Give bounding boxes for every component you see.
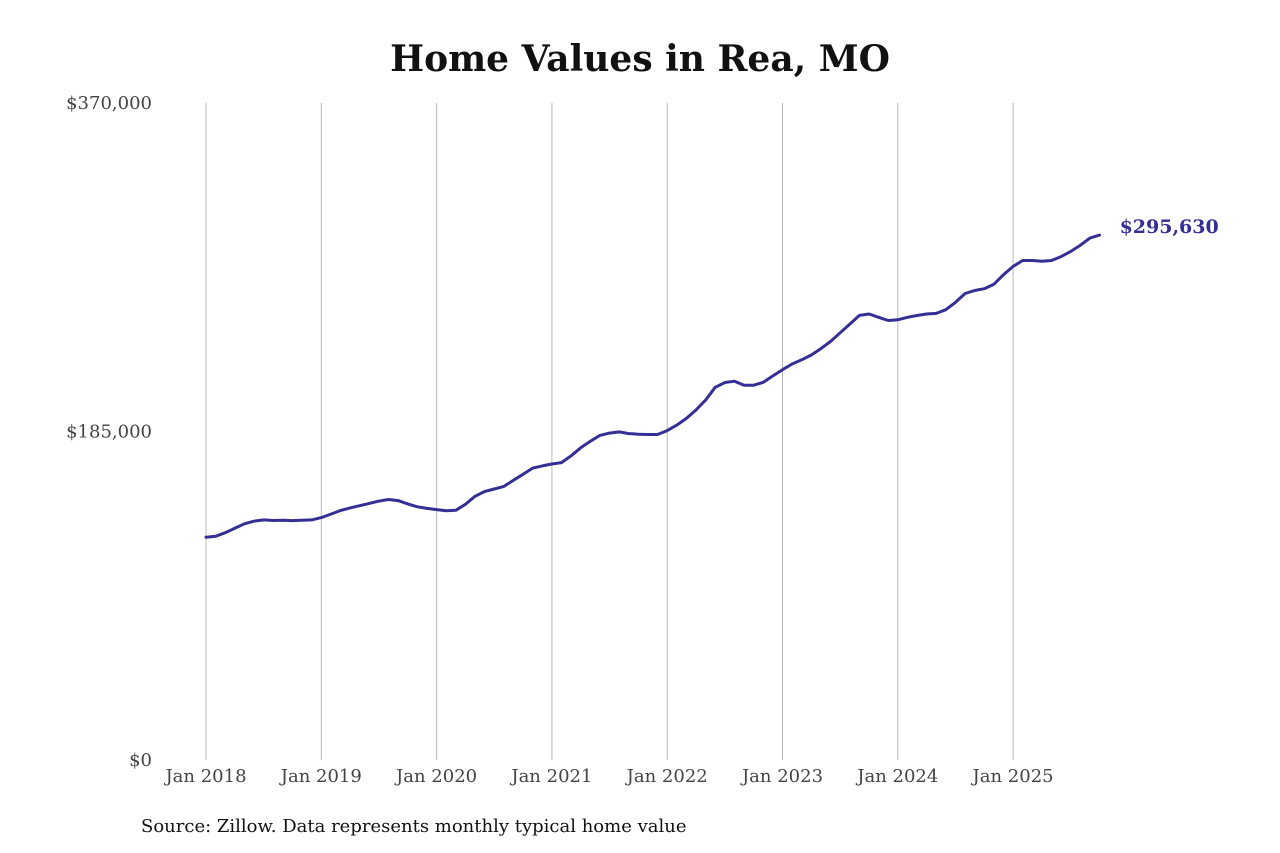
source-note: Source: Zillow. Data represents monthly … [141, 816, 687, 837]
x-tick-label: Jan 2019 [279, 766, 362, 787]
series-line-0 [204, 233, 1102, 539]
series-layer: $295,630 [204, 216, 1219, 539]
gridlines [205, 103, 1014, 760]
y-tick-label: $370,000 [66, 93, 152, 114]
x-axis: Jan 2018 Jan 2019 Jan 2020 Jan 2021 Jan 2022… [163, 766, 1053, 787]
y-tick-label: $0 [129, 750, 152, 771]
x-tick-label: Jan 2025 [971, 766, 1054, 787]
y-tick-label: $185,000 [66, 422, 152, 443]
x-tick-label: Jan 2020 [394, 766, 477, 787]
chart-title: Home Values in Rea, MO [390, 38, 890, 80]
end-value-label: $295,630 [1120, 216, 1219, 238]
x-tick-label: Jan 2024 [855, 766, 938, 787]
x-tick-label: Jan 2021 [509, 766, 592, 787]
x-tick-label: Jan 2022 [625, 766, 708, 787]
y-axis: $0 $185,000 $370,000 [66, 93, 152, 771]
x-tick-label: Jan 2023 [740, 766, 823, 787]
x-tick-label: Jan 2018 [163, 766, 246, 787]
